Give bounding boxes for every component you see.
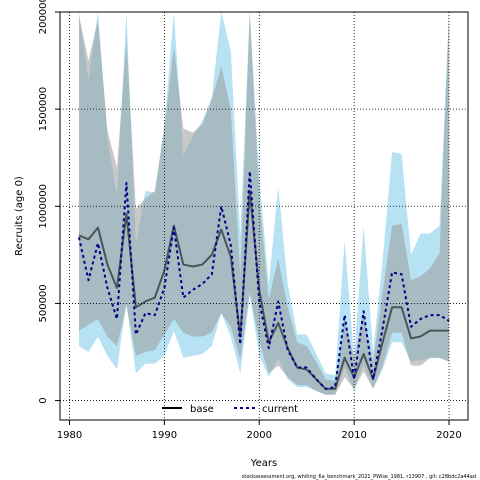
legend-label-current: current (262, 404, 298, 415)
series-line-base (78, 189, 450, 390)
y-tick-label: 1500000 (38, 87, 49, 132)
x-tick-label: 2010 (341, 430, 366, 441)
x-tick-label: 2000 (247, 430, 272, 441)
y-tick-label: 1000000 (38, 184, 49, 229)
legend-label-base: base (190, 404, 214, 415)
series-line-current (78, 170, 450, 390)
y-tick-label: 2000000 (38, 0, 49, 34)
x-tick-label: 1990 (152, 430, 177, 441)
y-tick-label: 500000 (38, 284, 49, 322)
x-axis-title: Years (250, 458, 277, 469)
base-confidence-band (78, 12, 450, 395)
base-band-area (78, 12, 450, 395)
x-tick-label: 1980 (57, 430, 82, 441)
x-axis: 1980 1990 2000 2010 2020 (57, 419, 462, 441)
y-tick-label: 0 (38, 397, 49, 403)
footer-note: stockassessment.org, whiting_6a_benchmar… (242, 474, 476, 480)
grid-lines (60, 11, 468, 420)
legend: base current (162, 404, 298, 415)
series-lines (78, 170, 450, 390)
y-axis: 0 500000 1000000 1500000 2000000 (38, 0, 61, 404)
y-axis-title: Recruits (age 0) (14, 176, 25, 256)
x-tick-label: 2020 (436, 430, 461, 441)
